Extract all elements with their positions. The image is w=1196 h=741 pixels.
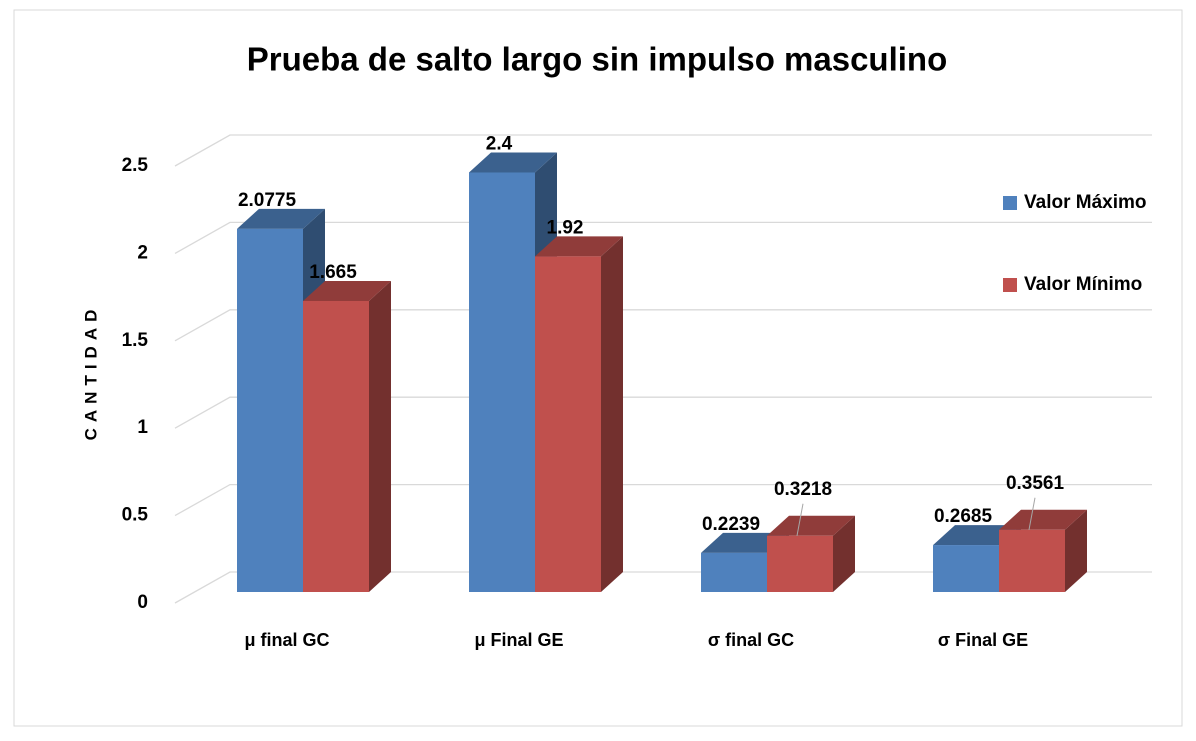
data-label: 1.92 [547,217,584,238]
legend-label: Valor Mínimo [1024,274,1142,295]
bar-top [237,208,325,229]
legend-label: Valor Máximo [1024,192,1147,213]
bar-side [601,236,623,592]
bar [999,529,1065,592]
bar [469,172,535,593]
data-label: 0.2685 [934,506,993,527]
grid-line [174,396,1152,429]
bar-side [1065,509,1087,592]
x-tick-label: σ Final GE [938,630,1028,650]
data-label: 1.665 [309,262,357,283]
data-label: 0.2239 [702,514,760,535]
bar [933,545,999,592]
bar-side [369,280,391,592]
bar [535,256,601,592]
grid-line [174,309,1152,342]
y-tick-label: 1 [137,417,148,438]
grid-line [174,221,1152,254]
y-tick-label: 2.5 [122,155,149,176]
y-tick-label: 1.5 [122,330,149,351]
bar [767,535,833,592]
bar-top [303,280,391,301]
grid-line [174,134,1152,167]
leader-line [796,503,804,536]
x-tick-label: σ final GC [708,630,794,650]
bar [237,228,303,592]
bar-top [999,509,1087,530]
legend-swatch [1003,278,1017,292]
x-tick-label: μ final GC [244,630,329,650]
bar [701,552,767,592]
x-tick-label: μ Final GE [474,630,563,650]
bar-top [767,515,855,536]
y-tick-label: 0.5 [122,505,149,526]
data-label: 0.3218 [774,479,832,500]
data-label: 0.3561 [1006,473,1065,494]
leader-line [1028,497,1036,530]
bar-top [535,236,623,257]
legend-swatch [1003,196,1017,210]
y-tick-label: 2 [137,242,148,263]
grid-line [174,483,1152,517]
chart-title: Prueba de salto largo sin impulso mascul… [247,41,948,78]
bar-top [469,152,557,173]
bar-side [833,515,855,592]
data-label: 2.4 [486,133,513,154]
bar [303,300,369,592]
y-tick-label: 0 [137,592,148,613]
y-axis-label: CANTIDAD [81,304,100,441]
data-label: 2.0775 [238,190,297,211]
